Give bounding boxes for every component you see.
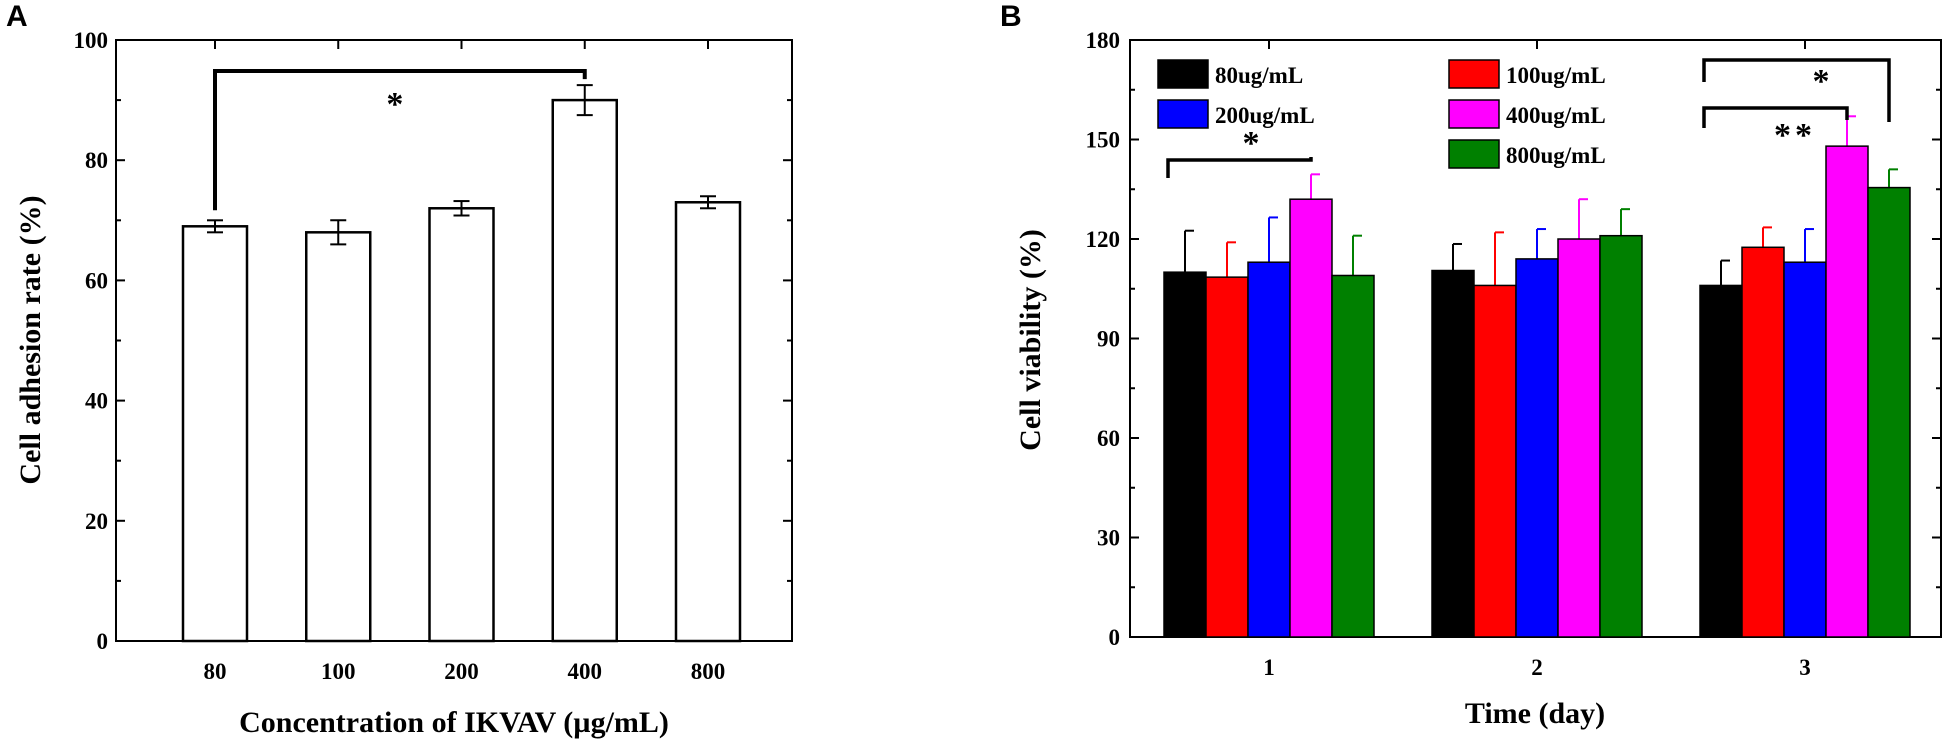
panel-a-x-tick-label: 200 [444, 659, 479, 684]
panel-b-significance-bracket [1166, 157, 1313, 178]
panel-a-x-tick-label: 400 [568, 659, 603, 684]
panel-a-bar-100 [305, 231, 372, 643]
panel-b-bar-day1-100ug/mL [1205, 276, 1249, 638]
panel-a-bar-80 [181, 225, 249, 643]
panel-a-y-tick-label: 0 [97, 629, 109, 654]
panel-b-y-tick-label: 0 [1109, 625, 1121, 650]
panel-b-legend-swatch [1448, 139, 1500, 169]
panel-b-legend-swatch [1448, 99, 1500, 129]
panel-b-y-tick-label: 150 [1086, 128, 1121, 153]
panel-b-y-tick-label: 180 [1086, 28, 1121, 53]
panel-b-bar-day3-200ug/mL [1783, 261, 1827, 638]
panel-b-legend-label: 200ug/mL [1215, 103, 1315, 128]
panel-b-legend-label: 400ug/mL [1506, 103, 1606, 128]
panel-b-bar-day3-80ug/mL [1699, 284, 1743, 638]
panel-b-x-tick-label: 3 [1799, 655, 1811, 680]
panel-a-y-tick-label: 60 [85, 268, 108, 293]
panel-b-bar-day2-400ug/mL [1557, 238, 1601, 638]
panel-a-x-axis-title: Concentration of IKVAV (µg/mL) [239, 706, 669, 739]
panel-a-y-axis-title: Cell adhesion rate (%) [14, 195, 47, 484]
panel-a-y-tick-label: 100 [74, 28, 109, 53]
panel-a-label: A [6, 0, 28, 33]
panel-b-bar-day1-400ug/mL [1289, 198, 1333, 638]
panel-b-legend-swatch [1448, 59, 1500, 89]
panel-b-significance-label: * [1243, 125, 1264, 162]
panel-a-bar-400 [551, 98, 618, 643]
panel-b-bar-day3-800ug/mL [1867, 186, 1911, 638]
panel-b-y-tick-label: 30 [1097, 526, 1120, 551]
panel-b-legend-label: 80ug/mL [1215, 63, 1303, 88]
panel-b-legend-label: 800ug/mL [1506, 143, 1606, 168]
panel-b-significance-bracket [1702, 58, 1891, 122]
panel-b-significance-label: ** [1774, 117, 1816, 154]
panel-b-legend-swatch [1157, 59, 1209, 89]
panel-b-x-tick-label: 2 [1531, 655, 1543, 680]
panel-b-legend-swatch [1157, 99, 1209, 129]
panel-b-x-axis-title: Time (day) [1465, 697, 1605, 730]
panel-b-x-tick-label: 1 [1263, 655, 1275, 680]
panel-a-y-tick-label: 20 [85, 509, 108, 534]
panel-b-bar-day3-400ug/mL [1825, 145, 1869, 638]
panel-b-significance-bracket [1702, 106, 1849, 128]
panel-a-significance-label: * [386, 86, 403, 123]
panel-b-bar-day1-800ug/mL [1331, 274, 1375, 638]
panel-b-bar-day2-800ug/mL [1599, 234, 1643, 638]
panel-a-y-tick-label: 80 [85, 148, 108, 173]
panel-b-bar-day1-80ug/mL [1163, 271, 1207, 638]
panel-b-legend-label: 100ug/mL [1506, 63, 1606, 88]
panel-a-x-tick-label: 100 [321, 659, 356, 684]
panel-b-y-tick-label: 60 [1097, 426, 1120, 451]
panel-b-bar-day2-100ug/mL [1473, 284, 1517, 638]
panel-a-significance-bracket [213, 69, 587, 211]
panel-b-y-axis-title: Cell viability (%) [1014, 229, 1047, 451]
panel-b-y-tick-label: 90 [1097, 327, 1120, 352]
panel-a-bar-800 [674, 201, 742, 643]
panel-a: A 0 20 40 60 80 100 80 100 200 400 800 * Concentra… [6, 0, 793, 739]
panel-a-x-tick-label: 80 [204, 659, 227, 684]
panel-b-y-tick-label: 120 [1086, 227, 1121, 252]
panel-a-bar-200 [428, 207, 495, 643]
panel-b-bar-day2-80ug/mL [1431, 269, 1475, 638]
panel-b-bar-day3-100ug/mL [1741, 246, 1785, 638]
panel-a-y-tick-label: 40 [85, 389, 108, 414]
panel-b-significance-label: * [1813, 63, 1834, 100]
panel-b-label: B [1000, 0, 1022, 33]
panel-b-bar-day1-200ug/mL [1247, 261, 1291, 638]
panel-b-bar-day2-200ug/mL [1515, 258, 1559, 638]
panel-a-x-tick-label: 800 [691, 659, 726, 684]
